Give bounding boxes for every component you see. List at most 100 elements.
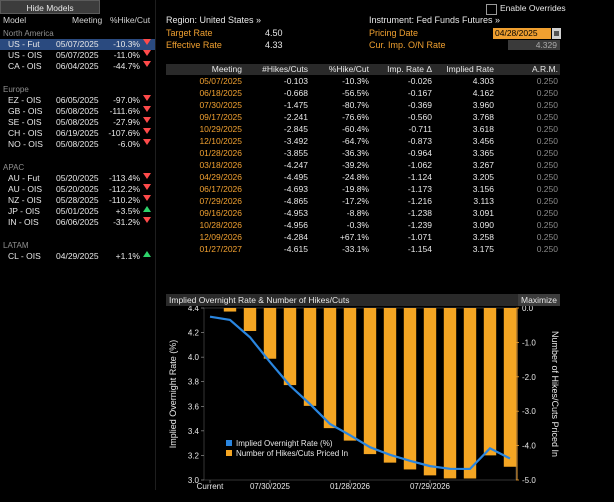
model-row[interactable]: JP - OIS 05/01/2025 +3.5% [0,206,155,217]
arm: 0.250 [536,100,558,110]
table-row[interactable]: 09/16/2026 -4.953 -8.8% -1.238 3.091 0.250 [166,208,560,219]
model-row-pct: -113.4% [108,173,140,183]
table-row[interactable]: 01/27/2027 -4.615 -33.1% -1.154 3.175 0.250 [166,244,560,255]
hikes-cuts-bar [303,308,317,406]
table-row[interactable]: 01/28/2026 -3.855 -36.3% -0.964 3.365 0.250 [166,148,560,159]
pct-hike-cut: -17.2% [342,196,369,206]
model-row-meeting: 05/07/2025 [56,50,99,60]
arm: 0.250 [536,208,558,218]
model-row-model: NO - OIS [8,139,43,149]
region-selector[interactable]: Region: United States » [166,15,262,25]
effective-rate-label: Effective Rate [166,40,222,50]
model-row[interactable]: AU - Fut 05/20/2025 -113.4% [0,173,155,184]
pct-header[interactable]: %Hike/Cut [110,15,151,25]
table-row[interactable]: 09/17/2025 -2.241 -76.6% -0.560 3.768 0.250 [166,112,560,123]
chart-header: Implied Overnight Rate & Number of Hikes… [166,294,560,306]
right-tick-label: 0.0 [522,306,534,313]
enable-overrides-checkbox[interactable] [486,4,497,15]
hide-models-button[interactable]: Hide Models [0,0,100,14]
pricing-date-input[interactable]: 04/28/2025 [493,28,551,39]
implied-rate: 3.365 [472,148,494,158]
meeting-header[interactable]: Meeting [72,15,103,25]
model-row-meeting: 04/29/2025 [56,251,99,261]
imp-rate-delta: -1.071 [407,232,432,242]
triangle-down-icon [143,217,151,223]
model-row[interactable]: CA - OIS 06/04/2025 -44.7% [0,61,155,72]
model-row[interactable]: SE - OIS 05/08/2025 -27.9% [0,117,155,128]
implied-rate: 3.618 [472,124,494,134]
model-row[interactable]: US - Fut 05/07/2025 -10.3% [0,39,155,50]
table-row[interactable]: 10/28/2026 -4.956 -0.3% -1.239 3.090 0.250 [166,220,560,231]
hikes-cuts-bar [343,308,357,441]
implied-rate: 3.456 [472,136,494,146]
pct-hike-cut: -36.3% [342,148,369,158]
model-row[interactable]: NO - OIS 05/08/2025 -6.0% [0,139,155,150]
table-row[interactable]: 04/29/2026 -4.495 -24.8% -1.124 3.205 0.250 [166,172,560,183]
model-header[interactable]: Model [3,15,27,25]
col-imp-rate-delta[interactable]: Imp. Rate Δ [387,64,432,74]
hikes-cuts: -4.865 [283,196,308,206]
hikes-cuts: -4.247 [283,160,308,170]
triangle-up-icon [143,251,151,257]
pct-hike-cut: -56.5% [342,88,369,98]
col-implied-rate[interactable]: Implied Rate [446,64,494,74]
chart-title: Implied Overnight Rate & Number of Hikes… [169,295,350,305]
models-panel: Hide Models Model Meeting %Hike/Cut Nort… [0,0,156,490]
model-row-meeting: 05/20/2025 [56,184,99,194]
model-row-pct: -44.7% [113,61,140,71]
table-row[interactable]: 06/17/2026 -4.693 -19.8% -1.173 3.156 0.250 [166,184,560,195]
col-hikes-cuts[interactable]: #Hikes/Cuts [262,64,308,74]
model-row[interactable]: CH - OIS 06/19/2025 -107.6% [0,128,155,139]
calendar-icon[interactable] [552,28,561,39]
model-row-pct: +3.5% [115,206,140,216]
col-meeting[interactable]: Meeting [211,64,242,74]
meeting-date: 03/18/2026 [199,160,242,170]
model-row-model: GB - OIS [8,106,43,116]
table-row[interactable]: 12/10/2025 -3.492 -64.7% -0.873 3.456 0.250 [166,136,560,147]
imp-rate-delta: -1.216 [407,196,432,206]
table-row[interactable]: 12/09/2026 -4.284 +67.1% -1.071 3.258 0.250 [166,232,560,243]
hikes-cuts: -4.495 [283,172,308,182]
right-tick-label: -1.0 [522,338,536,347]
left-tick-label: 3.8 [188,378,200,387]
col-arm[interactable]: A.R.M. [532,64,558,74]
model-row-meeting: 05/08/2025 [56,117,99,127]
pct-hike-cut: -60.4% [342,124,369,134]
table-row[interactable]: 06/18/2025 -0.668 -56.5% -0.167 4.162 0.250 [166,88,560,99]
model-row-meeting: 05/07/2025 [56,39,99,49]
x-tick-label: 07/30/2025 [250,482,291,490]
model-row[interactable]: CL - OIS 04/29/2025 +1.1% [0,251,155,262]
model-row[interactable]: NZ - OIS 05/28/2025 -110.2% [0,195,155,206]
imp-rate-delta: -0.560 [407,112,432,122]
hikes-cuts-bar [223,308,237,312]
enable-overrides-label[interactable]: Enable Overrides [500,3,566,13]
triangle-down-icon [143,128,151,134]
meeting-date: 10/29/2025 [199,124,242,134]
imp-rate-delta: -0.964 [407,148,432,158]
table-row[interactable]: 03/18/2026 -4.247 -39.2% -1.062 3.267 0.250 [166,160,560,171]
arm: 0.250 [536,160,558,170]
imp-rate-delta: -0.167 [407,88,432,98]
table-row[interactable]: 10/29/2025 -2.845 -60.4% -0.711 3.618 0.250 [166,124,560,135]
model-row[interactable]: US - OIS 05/07/2025 -11.0% [0,50,155,61]
col-pct-hike-cut[interactable]: %Hike/Cut [328,64,369,74]
maximize-button[interactable]: Maximize [518,294,560,306]
implied-rate: 3.960 [472,100,494,110]
instrument-selector[interactable]: Instrument: Fed Funds Futures » [369,15,501,25]
model-row[interactable]: AU - OIS 05/20/2025 -112.2% [0,184,155,195]
right-tick-label: -5.0 [522,476,536,485]
model-row[interactable]: EZ - OIS 06/05/2025 -97.0% [0,95,155,106]
hikes-cuts-bar [443,308,457,479]
model-row[interactable]: IN - OIS 06/06/2025 -31.2% [0,217,155,228]
model-row[interactable]: GB - OIS 05/08/2025 -111.6% [0,106,155,117]
table-row[interactable]: 07/30/2025 -1.475 -80.7% -0.369 3.960 0.250 [166,100,560,111]
model-row-pct: -11.0% [113,50,140,60]
arm: 0.250 [536,88,558,98]
left-tick-label: 3.4 [188,427,200,436]
model-row-model: US - Fut [8,39,40,49]
hikes-cuts: -1.475 [283,100,308,110]
table-row[interactable]: 07/29/2026 -4.865 -17.2% -1.216 3.113 0.250 [166,196,560,207]
meeting-date: 07/30/2025 [199,100,242,110]
hikes-cuts: -2.241 [283,112,308,122]
table-row[interactable]: 05/07/2025 -0.103 -10.3% -0.026 4.303 0.250 [166,76,560,87]
